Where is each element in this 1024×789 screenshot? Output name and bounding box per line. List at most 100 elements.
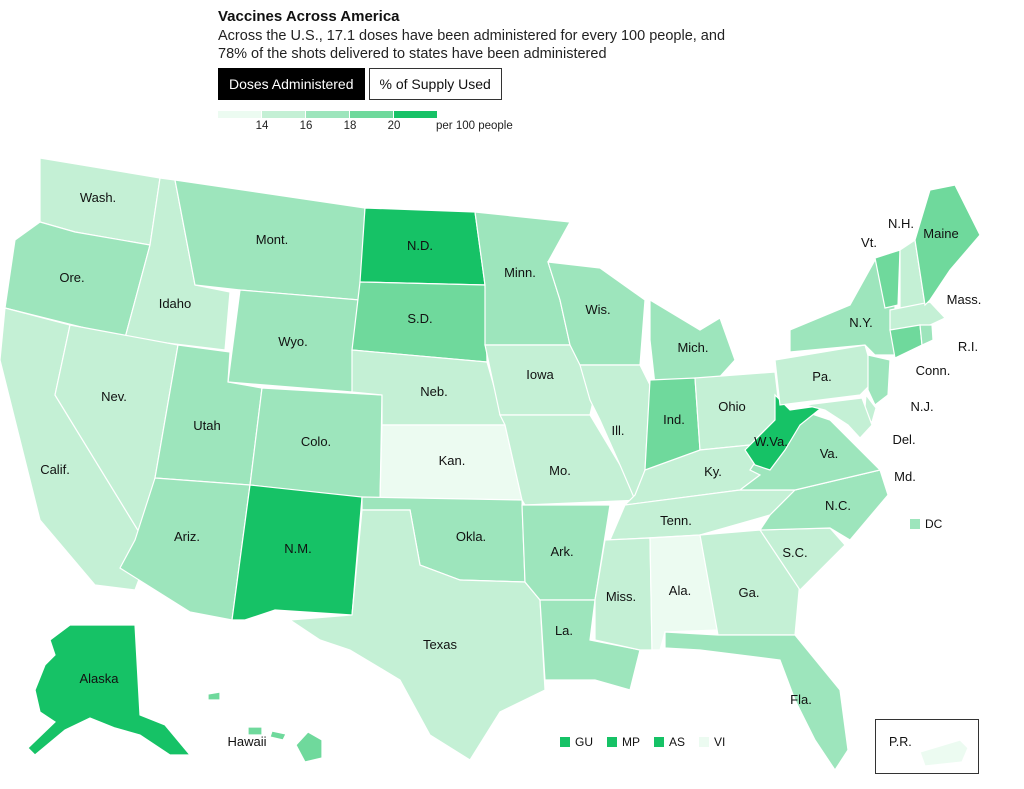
gu-label: GU bbox=[575, 735, 593, 749]
gu-swatch bbox=[560, 737, 570, 747]
label-pa: Pa. bbox=[812, 369, 832, 384]
label-mn: Minn. bbox=[504, 265, 536, 280]
label-me: Maine bbox=[923, 226, 958, 241]
state-me[interactable] bbox=[914, 184, 981, 307]
state-md[interactable] bbox=[804, 397, 873, 439]
state-ma[interactable] bbox=[889, 301, 947, 331]
legend-bar bbox=[218, 111, 438, 118]
label-wi: Wis. bbox=[585, 302, 610, 317]
label-ma: Mass. bbox=[947, 292, 982, 307]
territory-as[interactable]: AS bbox=[654, 735, 685, 749]
label-nj: N.J. bbox=[910, 399, 933, 414]
metric-tabs: Doses Administered % of Supply Used bbox=[218, 68, 502, 100]
chart-subtitle: Across the U.S., 17.1 doses have been ad… bbox=[218, 28, 726, 62]
legend-swatch-4 bbox=[350, 111, 393, 118]
dc-label: DC bbox=[925, 517, 943, 531]
tab-doses-administered[interactable]: Doses Administered bbox=[218, 68, 365, 100]
label-id: Idaho bbox=[159, 296, 192, 311]
state-ak[interactable] bbox=[27, 624, 192, 756]
legend-tick-14: 14 bbox=[255, 120, 269, 132]
legend-tick-18: 18 bbox=[343, 120, 357, 132]
label-mi: Mich. bbox=[677, 340, 708, 355]
label-co: Colo. bbox=[301, 434, 331, 449]
dc-swatch[interactable] bbox=[910, 519, 920, 529]
as-swatch bbox=[654, 737, 664, 747]
label-ms: Miss. bbox=[606, 589, 636, 604]
state-la[interactable] bbox=[539, 599, 641, 691]
label-ut: Utah bbox=[193, 418, 220, 433]
label-wy: Wyo. bbox=[278, 334, 308, 349]
legend-swatch-5 bbox=[394, 111, 437, 118]
color-legend: 14 16 18 20 per 100 people bbox=[218, 111, 513, 132]
label-or: Ore. bbox=[59, 270, 84, 285]
label-sd: S.D. bbox=[407, 311, 432, 326]
territory-mp[interactable]: MP bbox=[607, 735, 640, 749]
label-tn: Tenn. bbox=[660, 513, 692, 528]
label-nc: N.C. bbox=[825, 498, 851, 513]
label-fl: Fla. bbox=[790, 692, 812, 707]
label-wv: W.Va. bbox=[754, 434, 788, 449]
legend-unit: per 100 people bbox=[436, 120, 513, 132]
state-tx[interactable] bbox=[288, 509, 546, 761]
legend-tick-20: 20 bbox=[387, 120, 401, 132]
mp-label: MP bbox=[622, 735, 640, 749]
tab-supply-used[interactable]: % of Supply Used bbox=[368, 68, 502, 100]
vi-label: VI bbox=[714, 735, 726, 749]
chart-title: Vaccines Across America bbox=[218, 8, 400, 25]
state-mo[interactable] bbox=[499, 414, 642, 506]
label-tx: Texas bbox=[423, 637, 457, 652]
dc-legend: DC bbox=[910, 517, 942, 531]
label-in: Ind. bbox=[663, 412, 685, 427]
state-vt[interactable] bbox=[874, 249, 901, 309]
label-ca: Calif. bbox=[40, 462, 70, 477]
legend-swatch-1 bbox=[218, 111, 261, 118]
label-ks: Kan. bbox=[439, 453, 466, 468]
state-mi[interactable] bbox=[649, 298, 736, 386]
label-wa: Wash. bbox=[80, 190, 116, 205]
label-nv: Nev. bbox=[101, 389, 127, 404]
label-ny: N.Y. bbox=[849, 315, 873, 330]
label-va: Va. bbox=[820, 446, 839, 461]
label-ia: Iowa bbox=[526, 367, 554, 382]
state-hi[interactable] bbox=[295, 731, 323, 763]
legend-swatch-3 bbox=[306, 111, 349, 118]
puerto-rico-inset: P.R. bbox=[875, 719, 979, 774]
label-nh: N.H. bbox=[888, 216, 914, 231]
legend-swatch-2 bbox=[262, 111, 305, 118]
vi-swatch bbox=[699, 737, 710, 747]
label-ne: Neb. bbox=[420, 384, 447, 399]
label-ok: Okla. bbox=[456, 529, 486, 544]
label-az: Ariz. bbox=[174, 529, 200, 544]
label-oh: Ohio bbox=[718, 399, 745, 414]
label-ri: R.I. bbox=[958, 339, 978, 354]
state-ct[interactable] bbox=[889, 324, 923, 359]
label-mt: Mont. bbox=[256, 232, 289, 247]
state-nc[interactable] bbox=[758, 469, 889, 541]
territories-legend: GU MP AS VI bbox=[560, 735, 739, 749]
state-wv[interactable] bbox=[744, 393, 828, 471]
label-nd: N.D. bbox=[407, 238, 433, 253]
label-nm: N.M. bbox=[284, 541, 311, 556]
label-pr: P.R. bbox=[889, 735, 912, 749]
label-hi: Hawaii bbox=[227, 734, 266, 749]
label-ak: Alaska bbox=[79, 671, 119, 686]
label-md: Md. bbox=[894, 469, 916, 484]
state-pr[interactable] bbox=[919, 739, 969, 767]
state-ga[interactable] bbox=[699, 529, 801, 636]
label-mo: Mo. bbox=[549, 463, 571, 478]
mp-swatch bbox=[607, 737, 617, 747]
as-label: AS bbox=[669, 735, 686, 749]
label-ct: Conn. bbox=[916, 363, 951, 378]
territory-gu[interactable]: GU bbox=[560, 735, 593, 749]
state-ri[interactable] bbox=[919, 324, 934, 346]
legend-tick-16: 16 bbox=[299, 120, 313, 132]
state-fl[interactable] bbox=[664, 631, 849, 772]
label-ga: Ga. bbox=[739, 585, 760, 600]
label-il: Ill. bbox=[612, 423, 625, 438]
label-vt: Vt. bbox=[861, 235, 877, 250]
state-nj[interactable] bbox=[867, 354, 891, 406]
label-al: Ala. bbox=[669, 583, 691, 598]
territory-vi[interactable]: VI bbox=[699, 735, 725, 749]
label-la: La. bbox=[555, 623, 573, 638]
